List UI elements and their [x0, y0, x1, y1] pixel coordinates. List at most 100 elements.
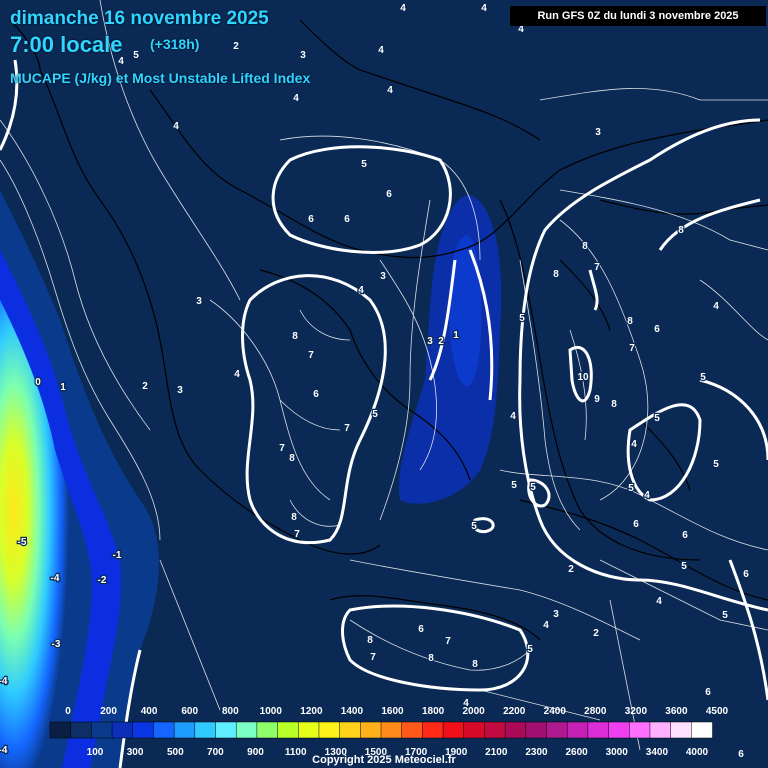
isoline-label: 5: [530, 482, 536, 493]
isoline-label: 8: [291, 512, 297, 523]
isoline-label: -4: [0, 676, 8, 687]
legend-bottom-label: 500: [167, 747, 184, 758]
isoline-label: 5: [722, 610, 728, 621]
isoline-label: -2: [98, 575, 107, 586]
forecast-date: dimanche 16 novembre 2025: [10, 8, 269, 29]
isoline-label: 4: [400, 3, 406, 14]
legend-swatch: [256, 721, 279, 739]
isoline-label: 4: [387, 85, 393, 96]
isoline-label: 4: [644, 490, 650, 501]
isoline-label: 4: [463, 698, 469, 709]
isoline-label: 5: [654, 413, 660, 424]
isoline-label: 8: [292, 331, 298, 342]
isoline-label: 5: [361, 159, 367, 170]
thick-isolines: [0, 59, 768, 768]
isoline-label: 3: [553, 609, 559, 620]
isoline-label: 7: [594, 262, 600, 273]
isoline-label: 1: [60, 382, 66, 393]
isoline-label: 10: [577, 372, 589, 383]
isoline-label: 6: [418, 624, 424, 635]
isoline-label: 4: [713, 301, 719, 312]
legend-bottom-label: 2100: [485, 747, 508, 758]
cape-legend: 0 200 400 600 800 1000 1200 1400 1600 1800 2000 220…: [49, 706, 729, 758]
isoline-label: 3: [595, 127, 601, 138]
legend-swatch: [566, 721, 589, 739]
isoline-label: 3: [177, 385, 183, 396]
legend-top-label: 2800: [584, 706, 607, 717]
isoline-label: -4: [0, 745, 8, 756]
isoline-label: 4: [378, 45, 384, 56]
legend-swatch: [339, 721, 362, 739]
legend-bottom-label: 1300: [325, 747, 348, 758]
isoline-label: -3: [52, 639, 61, 650]
legend-top-label: 2400: [544, 706, 567, 717]
isoline-label: 3: [300, 50, 306, 61]
isoline-label: 8: [428, 653, 434, 664]
isoline-label: 4: [543, 620, 549, 631]
isoline-label: 8: [678, 225, 684, 236]
isoline-label: 4: [510, 411, 516, 422]
legend-top-label: 2000: [462, 706, 485, 717]
isoline-label: 4: [518, 24, 524, 35]
legend-top-label: 800: [222, 706, 239, 717]
cape-zone-warm: [0, 300, 92, 768]
isoline-label: 6: [743, 569, 749, 580]
isoline-label: 8: [582, 241, 588, 252]
legend-bottom-label: 3000: [606, 747, 629, 758]
legend-swatch: [132, 721, 155, 739]
isoline-label: 5: [700, 372, 706, 383]
legend-bottom-label: 2300: [525, 747, 548, 758]
legend-swatch: [587, 721, 610, 739]
isoline-label: 7: [279, 443, 285, 454]
isoline-label: 6: [682, 530, 688, 541]
isoline-label: 2: [568, 564, 574, 575]
isoline-label: 2: [142, 381, 148, 392]
isoline-label: 8: [289, 453, 295, 464]
legend-top-label: 3200: [625, 706, 648, 717]
isoline-label: 2: [438, 336, 444, 347]
model-run-label: Run GFS 0Z du lundi 3 novembre 2025: [510, 6, 766, 26]
legend-swatch: [91, 721, 113, 739]
legend-swatch: [691, 721, 713, 739]
legend-top-label: 4500: [706, 706, 729, 717]
legend-bottom-label: 700: [207, 747, 224, 758]
isoline-label: 5: [713, 459, 719, 470]
isoline-label: 4: [358, 285, 364, 296]
forecast-lead-time: (+318h): [150, 36, 200, 52]
isoline-label: 8: [627, 316, 633, 327]
legend-swatch: [484, 721, 506, 739]
isoline-label: 2: [593, 628, 599, 639]
isoline-label: 6: [344, 214, 350, 225]
isoline-label: 4: [293, 93, 299, 104]
isoline-label: 5: [628, 483, 634, 494]
legend-swatch: [649, 721, 672, 739]
legend-swatch: [401, 721, 424, 739]
isoline-label: 6: [654, 324, 660, 335]
isoline-label: 7: [344, 423, 350, 434]
legend-bottom-label: 2600: [565, 747, 588, 758]
legend-swatch: [608, 721, 630, 739]
forecast-time: 7:00 locale: [10, 32, 123, 57]
isoline-label: 5: [471, 521, 477, 532]
isoline-label: 6: [633, 519, 639, 530]
legend-swatch: [546, 721, 568, 739]
isoline-label: 7: [370, 652, 376, 663]
isoline-label: 7: [445, 636, 451, 647]
isoline-label: 4: [631, 439, 637, 450]
isoline-label: 7: [629, 343, 635, 354]
legend-swatch: [277, 721, 299, 739]
isoline-label: 4: [656, 596, 662, 607]
legend-swatch: [504, 721, 527, 739]
legend-swatch: [422, 721, 444, 739]
legend-bottom-label: 1900: [445, 747, 468, 758]
isoline-label: 4: [173, 121, 179, 132]
legend-swatch: [49, 721, 72, 739]
legend-top-label: 1600: [381, 706, 404, 717]
isoline-label: 6: [313, 389, 319, 400]
isoline-label: 3: [380, 271, 386, 282]
legend-top-label: 0: [65, 706, 71, 717]
isoline-label: -5: [18, 537, 27, 548]
parameter-title: MUCAPE (J/kg) et Most Unstable Lifted In…: [10, 70, 311, 86]
